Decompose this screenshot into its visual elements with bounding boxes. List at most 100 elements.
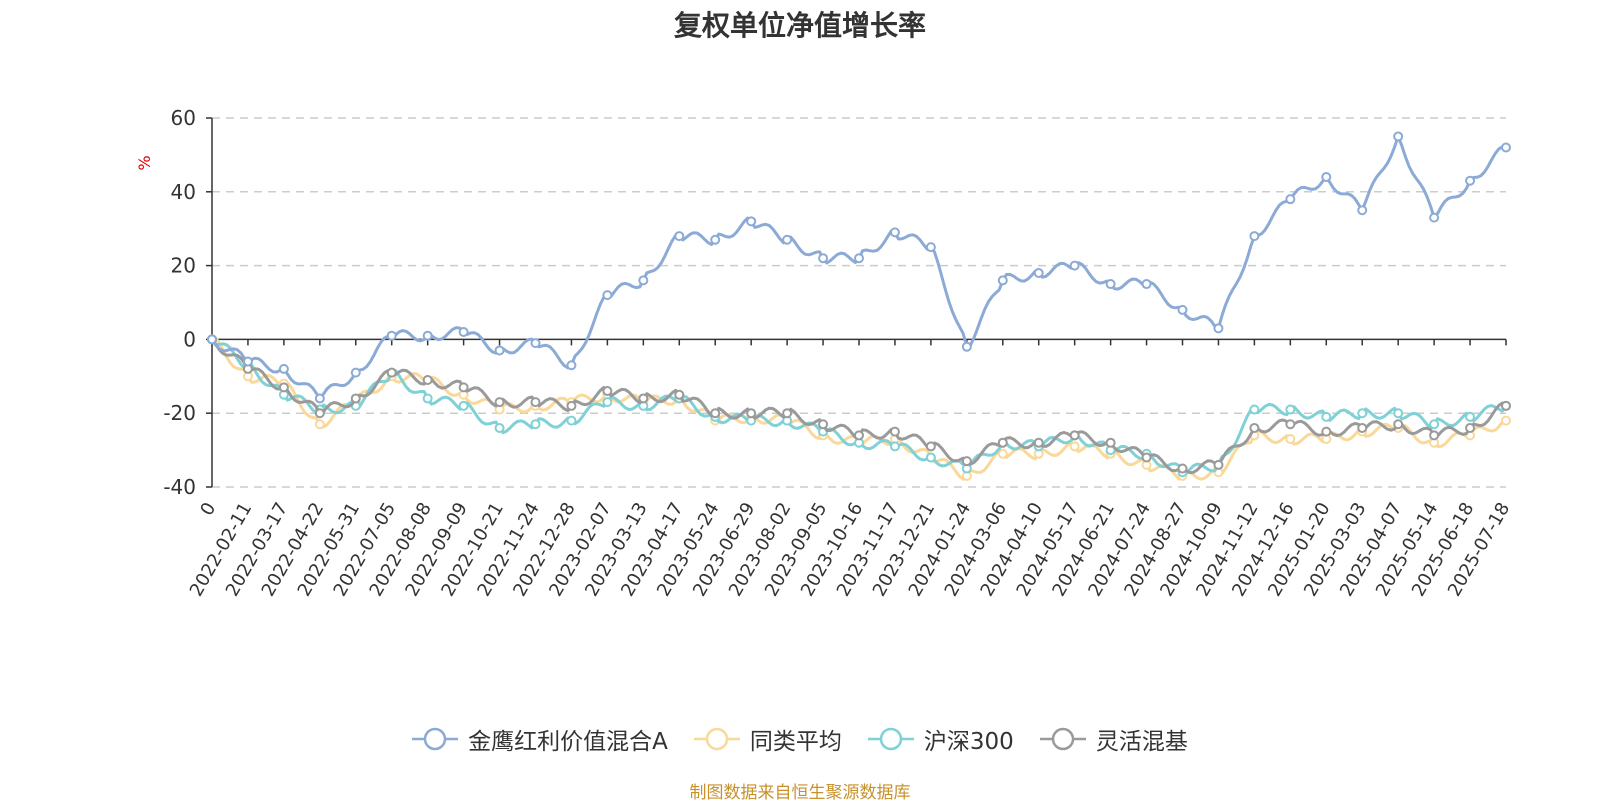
data-point — [1321, 172, 1332, 183]
data-point — [530, 338, 541, 349]
data-point — [278, 363, 289, 374]
data-point — [1429, 430, 1440, 441]
data-point — [889, 227, 900, 238]
legend-item[interactable]: 灵活混基 — [1039, 722, 1188, 756]
data-point — [1357, 422, 1368, 433]
data-point — [494, 397, 505, 408]
data-point — [818, 253, 829, 264]
data-point — [961, 341, 972, 352]
data-point — [422, 393, 433, 404]
legend-label: 沪深300 — [923, 729, 1014, 755]
data-point — [530, 397, 541, 408]
y-tick-labels: 60 40 20 0 -20 -40 — [163, 106, 196, 499]
data-point — [854, 430, 864, 441]
data-point — [566, 360, 577, 371]
y-tick-label: -20 — [163, 401, 196, 425]
data-point — [566, 400, 577, 411]
data-point — [278, 382, 289, 393]
data-point — [854, 253, 864, 264]
series-0 — [207, 131, 1511, 404]
legend-marker — [412, 727, 459, 751]
data-point — [422, 330, 433, 341]
data-point — [1357, 408, 1368, 419]
chart-area: % 60 40 20 0 -20 -40 02022-02-112022-03-17202… — [135, 106, 1515, 600]
x-tick-labels: 02022-02-112022-03-172022-04-222022-05-3… — [186, 499, 1515, 600]
series-line — [210, 338, 1508, 476]
data-point — [674, 389, 685, 400]
data-point — [1465, 175, 1476, 186]
data-point — [314, 408, 325, 419]
data-point — [530, 419, 541, 430]
y-tick-label: 0 — [183, 327, 196, 351]
series-2 — [207, 334, 1511, 478]
legend-label: 同类平均 — [749, 729, 842, 755]
series-line — [210, 338, 1507, 475]
legend-item[interactable]: 沪深300 — [867, 722, 1014, 756]
data-point — [818, 419, 829, 430]
series-line — [211, 336, 1507, 481]
series-3 — [207, 334, 1511, 475]
data-point — [1213, 459, 1224, 470]
legend-item[interactable]: 同类平均 — [693, 722, 842, 756]
data-point — [889, 426, 900, 437]
legend-label: 灵活混基 — [1095, 729, 1188, 755]
data-point — [1285, 434, 1296, 445]
data-point — [1249, 422, 1260, 433]
data-point — [997, 448, 1008, 459]
data-point — [314, 419, 325, 430]
data-point — [458, 400, 469, 411]
data-point — [1105, 437, 1116, 448]
data-point — [710, 408, 721, 419]
data-point — [422, 374, 433, 385]
data-point — [458, 382, 469, 393]
data-point — [1069, 430, 1080, 441]
legend-item[interactable]: 金鹰红利价值混合A — [412, 722, 668, 756]
data-point — [1321, 411, 1332, 422]
data-point — [1033, 267, 1044, 278]
data-point — [1141, 452, 1152, 463]
legend-label: 金鹰红利价值混合A — [468, 729, 668, 755]
data-point — [1321, 426, 1332, 437]
data-point — [602, 397, 613, 408]
data-point — [961, 456, 972, 467]
data-point — [314, 393, 325, 404]
data-point — [1069, 441, 1080, 452]
data-point — [458, 327, 469, 338]
data-point — [746, 408, 757, 419]
data-point — [1177, 304, 1188, 315]
data-point — [925, 242, 936, 253]
data-point — [782, 408, 793, 419]
data-point — [242, 356, 253, 367]
data-point — [1393, 419, 1404, 430]
data-point — [925, 452, 936, 463]
data-point — [602, 290, 613, 301]
data-point — [386, 330, 397, 341]
grid-lines — [212, 117, 1506, 488]
data-point — [1213, 323, 1224, 334]
data-point — [1429, 419, 1440, 430]
data-point — [1285, 404, 1296, 415]
data-point — [925, 441, 936, 452]
data-source-note: 制图数据来自恒生聚源数据库 — [689, 783, 911, 803]
legend-marker — [693, 727, 740, 751]
series-1 — [207, 334, 1511, 481]
data-point — [1501, 415, 1511, 426]
data-point — [782, 234, 793, 245]
data-point — [350, 367, 361, 378]
data-point — [674, 231, 685, 242]
x-tick-label: 0 — [196, 499, 220, 519]
data-point — [1465, 422, 1476, 433]
data-point — [494, 345, 505, 356]
data-point — [1393, 131, 1404, 142]
data-point — [1465, 411, 1476, 422]
data-point — [566, 415, 577, 426]
data-point — [207, 334, 217, 345]
data-point — [1285, 194, 1296, 205]
data-point — [494, 422, 505, 433]
data-point — [638, 393, 649, 404]
data-point — [1501, 400, 1511, 411]
y-tick-label: -40 — [163, 475, 196, 499]
data-point — [746, 216, 757, 227]
data-point — [1105, 279, 1116, 290]
data-point — [997, 437, 1008, 448]
